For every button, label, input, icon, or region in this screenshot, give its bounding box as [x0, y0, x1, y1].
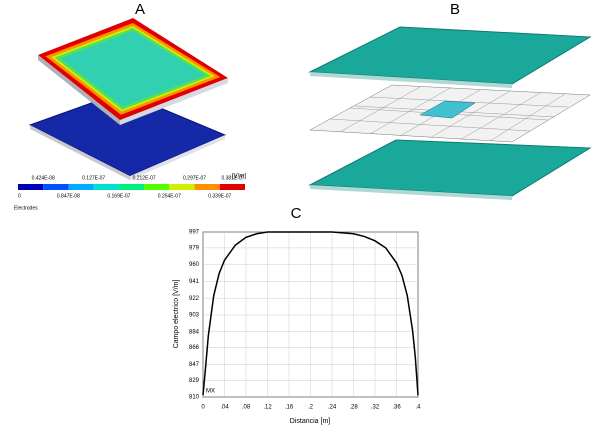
y-tick-label: 903: [189, 313, 200, 319]
y-tick-label: 829: [189, 378, 200, 384]
colorbar-segment: [43, 184, 69, 190]
top-electrode: [38, 18, 228, 125]
colorbar-label: 0.847E-08: [57, 193, 80, 199]
colorbar-unit: [V/m]: [232, 174, 246, 180]
y-tick-label: 922: [189, 296, 200, 302]
top-plate: [308, 26, 592, 88]
x-tick-label: .24: [328, 405, 337, 411]
panel-label: A: [135, 1, 145, 18]
bottom-plate: [308, 139, 592, 200]
colorbar: [V/m] Electrodes 0 0.424E-08 0.847E-08 0.12…: [14, 174, 246, 212]
y-tick-label: 884: [189, 329, 200, 335]
x-axis-label: Distancia [m]: [290, 418, 331, 425]
bottom-electrode: [28, 91, 227, 180]
colorbar-caption: Electrodes: [14, 205, 38, 211]
colorbar-segment: [18, 184, 44, 190]
colorbar-label: 0.424E-08: [32, 175, 55, 181]
colorbar-label: 0.169E-07: [107, 193, 130, 199]
panel-label: B: [450, 1, 460, 18]
x-tick-label: .32: [371, 405, 380, 411]
y-tick-label: 866: [189, 345, 200, 351]
x-tick-label: .16: [285, 405, 294, 411]
colorbar-label: 0.212E-07: [133, 175, 156, 181]
x-tick-label: .4: [415, 405, 421, 411]
chart: C Distancia [m] Campo electrico [V/m] MX…: [173, 205, 421, 425]
y-axis-label: Campo electrico [V/m]: [173, 280, 180, 349]
x-tick-label: .08: [242, 405, 251, 411]
colorbar-label: 0.339E-07: [208, 193, 231, 199]
colorbar-segment: [68, 184, 94, 190]
data-line: [202, 231, 419, 396]
y-tick-label: 997: [189, 230, 200, 236]
y-tick-label: 941: [189, 279, 200, 285]
colorbar-segment: [144, 184, 170, 190]
x-tick-label: .2: [308, 405, 314, 411]
colorbar-segment: [118, 184, 145, 190]
chart-title: C: [291, 205, 302, 222]
x-tick-label: 0: [201, 405, 205, 411]
y-tick-label: 960: [189, 262, 200, 268]
y-tick-label: 847: [189, 362, 200, 368]
mesh-plane: [309, 84, 591, 143]
y-tick-label: 810: [189, 395, 200, 401]
colorbar-label: 0.297E-07: [183, 175, 206, 181]
colorbar-label: 0.381E-07: [221, 175, 244, 181]
x-tick-label: .36: [392, 405, 401, 411]
y-tick-label: 979: [189, 245, 200, 251]
x-tick-label: .04: [220, 405, 229, 411]
colorbar-label: 0: [18, 193, 21, 199]
colorbar-segment: [169, 184, 195, 190]
annotation: MX: [206, 389, 215, 395]
colorbar-segment: [194, 184, 220, 190]
x-tick-label: .12: [263, 405, 272, 411]
colorbar-segment: [93, 184, 119, 190]
x-tick-label: .28: [349, 405, 358, 411]
colorbar-segment: [219, 184, 245, 190]
colorbar-label: 0.127E-07: [82, 175, 105, 181]
colorbar-label: 0.254E-07: [158, 193, 181, 199]
